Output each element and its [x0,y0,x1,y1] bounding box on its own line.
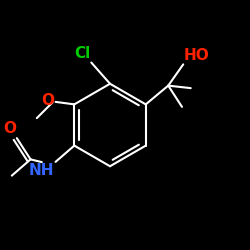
Text: O: O [42,93,54,108]
Text: NH: NH [29,163,54,178]
Text: HO: HO [184,48,210,63]
Text: Cl: Cl [74,46,90,61]
Text: O: O [3,121,16,136]
